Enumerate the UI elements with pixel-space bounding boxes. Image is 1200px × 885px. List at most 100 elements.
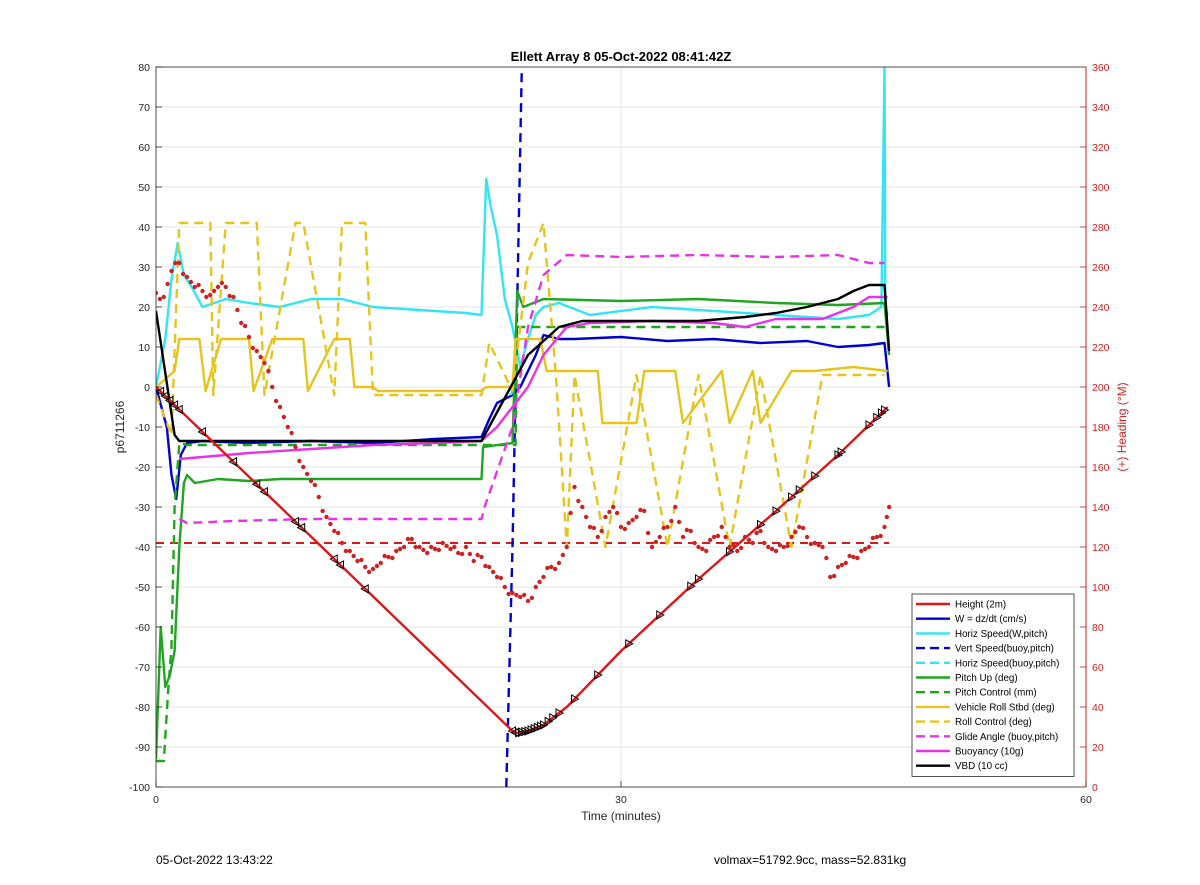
heading-point [859, 548, 864, 554]
heading-point [397, 546, 403, 552]
y2-tick-label: 360 [1092, 62, 1110, 74]
heading-point [312, 482, 318, 488]
height-marker [549, 712, 558, 723]
y-tick-label: -100 [129, 782, 150, 794]
heading-point [328, 521, 333, 527]
heading-point [347, 548, 352, 554]
height-marker [687, 581, 696, 592]
heading-point [250, 345, 256, 351]
heading-point [626, 520, 631, 526]
heading-point [831, 573, 837, 579]
x-tick-label: 60 [1080, 794, 1092, 806]
footer-timestamp: 05-Oct-2022 13:43:22 [156, 853, 273, 867]
heading-point [514, 592, 519, 598]
heading-point [215, 284, 221, 290]
heading-point [820, 544, 825, 550]
heading-point [475, 552, 480, 558]
heading-point [277, 404, 283, 410]
heading-point [603, 514, 608, 520]
heading-point [583, 514, 589, 520]
heading-point [800, 525, 806, 531]
heading-point [684, 527, 690, 533]
height-marker [360, 584, 369, 594]
heading-point [549, 564, 554, 570]
heading-point [599, 528, 604, 534]
heading-point [611, 504, 616, 510]
heading-point [289, 430, 294, 436]
heading-point [812, 540, 817, 546]
heading-point [773, 548, 779, 554]
height-marker [625, 638, 634, 649]
y-tick-label: -10 [135, 422, 150, 434]
y2-tick-label: 100 [1092, 582, 1110, 594]
axes: -100-90-80-70-60-50-40-30-20-10010203040… [129, 62, 1110, 806]
heading-point [808, 541, 814, 547]
heading-point [816, 542, 821, 548]
heading-point [355, 558, 360, 564]
heading-point [359, 557, 364, 563]
heading-point [308, 478, 314, 484]
height-marker [335, 560, 344, 570]
heading-point [738, 545, 744, 551]
heading-point [285, 424, 290, 430]
heading-point [855, 555, 860, 561]
heading-point [630, 517, 635, 523]
heading-point [793, 529, 798, 535]
x-tick-label: 30 [615, 794, 627, 806]
heading-point [661, 525, 666, 531]
height-marker [540, 720, 549, 730]
heading-point [762, 540, 767, 546]
heading-point [665, 524, 670, 530]
series-line-buoyancy-10g [179, 295, 888, 461]
y-axis-label: p6711266 [113, 400, 127, 453]
heading-point [452, 544, 457, 550]
heading-point [851, 554, 856, 560]
height-marker [726, 546, 735, 557]
heading-point [711, 534, 717, 540]
series-line-horiz-speed-w-pitch [156, 67, 889, 388]
y2-tick-label: 320 [1092, 142, 1110, 154]
legend-label: Vert Speed(buoy,pitch) [955, 644, 1054, 655]
heading-point [502, 584, 507, 590]
heading-point [715, 533, 721, 539]
heading-point [394, 548, 399, 554]
heading-point [320, 508, 325, 514]
y2-tick-label: 120 [1092, 542, 1110, 554]
heading-point [339, 540, 345, 546]
legend-label: Pitch Control (mm) [955, 688, 1037, 699]
heading-point [405, 536, 411, 542]
series-line-pitch-control-mm [156, 325, 885, 763]
heading-point [157, 296, 163, 302]
footer-vehicle-info: volmax=51792.9cc, mass=52.831kg [714, 853, 907, 867]
heading-point [293, 444, 298, 450]
y2-tick-label: 0 [1092, 782, 1098, 794]
heading-point [874, 534, 879, 540]
height-marker [555, 708, 565, 718]
y-tick-label: -70 [135, 662, 150, 674]
height-marker [695, 574, 704, 584]
heading-point [382, 553, 387, 559]
heading-point [576, 498, 581, 504]
heading-point [688, 528, 693, 534]
heading-point [219, 280, 225, 286]
heading-point [804, 534, 810, 540]
heading-point [165, 281, 170, 287]
heading-point [459, 551, 465, 557]
heading-point [425, 550, 430, 556]
heading-point [878, 533, 883, 539]
heading-point [177, 260, 182, 266]
heading-point [884, 514, 890, 520]
heading-point [552, 566, 558, 572]
heading-point [789, 534, 794, 540]
heading-point [242, 323, 248, 329]
heading-point [839, 562, 845, 568]
heading-point [506, 591, 511, 597]
y-tick-label: 30 [138, 262, 150, 274]
heading-point [196, 282, 201, 288]
legend-label: Vehicle Roll Stbd (deg) [955, 702, 1055, 713]
height-marker [757, 519, 766, 530]
heading-point [797, 524, 802, 530]
heading-point [180, 271, 186, 277]
heading-point [483, 563, 488, 569]
